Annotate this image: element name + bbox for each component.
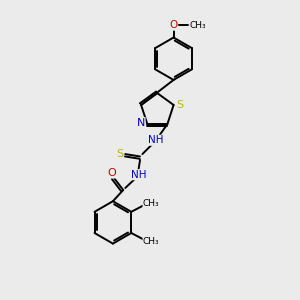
Text: NH: NH (131, 170, 146, 180)
Text: O: O (169, 20, 178, 30)
Text: O: O (108, 168, 116, 178)
Text: CH₃: CH₃ (143, 199, 160, 208)
Text: CH₃: CH₃ (189, 21, 206, 30)
Text: S: S (176, 100, 184, 110)
Text: NH: NH (148, 135, 164, 145)
Text: S: S (116, 148, 123, 158)
Text: N: N (137, 118, 145, 128)
Text: CH₃: CH₃ (143, 237, 160, 246)
